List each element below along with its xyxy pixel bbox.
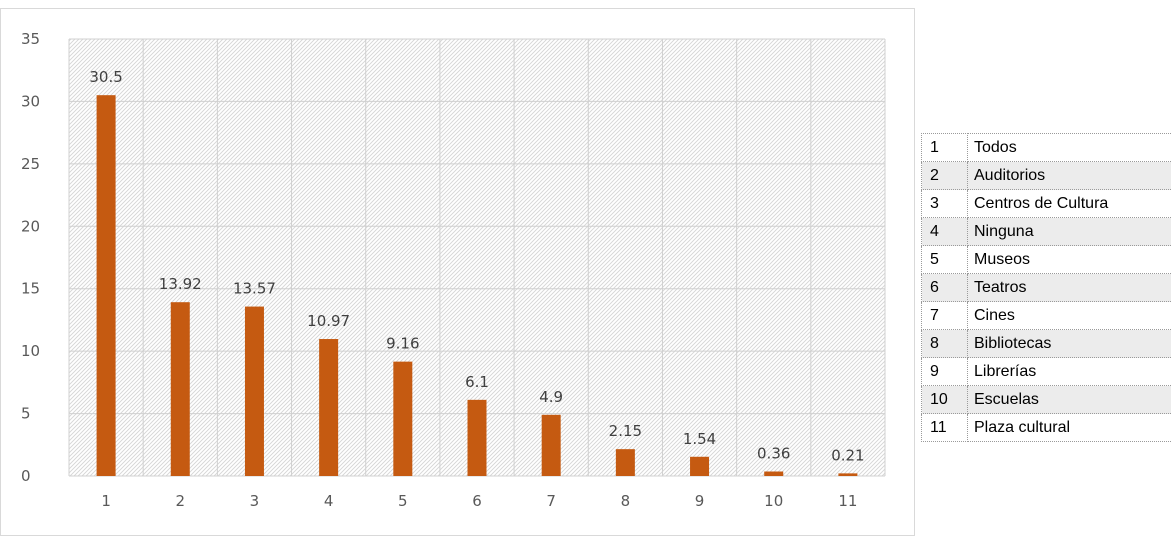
data-label: 4.9 [539,388,563,406]
legend-label: Librerías [968,358,1171,386]
legend-number: 1 [922,134,968,162]
y-tick-label: 30 [21,92,40,110]
legend-number: 10 [922,386,968,414]
bar [97,95,116,476]
legend-label: Bibliotecas [968,330,1171,358]
legend-number: 8 [922,330,968,358]
y-tick-label: 10 [21,342,40,360]
bar [616,449,635,476]
data-label: 9.16 [386,335,419,353]
bar [690,457,709,476]
data-label: 0.36 [757,445,790,463]
x-tick-label: 5 [398,492,408,510]
legend-number: 4 [922,218,968,246]
data-label: 6.1 [465,373,489,391]
legend-number: 6 [922,274,968,302]
x-tick-label: 11 [838,492,857,510]
y-tick-label: 20 [21,217,40,235]
legend-number: 11 [922,414,968,442]
y-tick-label: 35 [21,30,40,48]
data-label: 0.21 [831,446,864,464]
bar [171,302,190,476]
y-tick-label: 5 [21,405,31,423]
legend-label: Cines [968,302,1171,330]
legend-label: Escuelas [968,386,1171,414]
y-tick-label: 25 [21,155,40,173]
bar-chart: 0 5 10 15 20 25 30 35 30.5 1 13.92 2 13.57 3 10.97 4 9.1… [1,9,916,537]
bar [319,339,338,476]
legend-label: Plaza cultural [968,414,1171,442]
legend-number: 3 [922,190,968,218]
x-tick-label: 3 [250,492,260,510]
legend-label: Auditorios [968,162,1171,190]
x-tick-label: 7 [546,492,556,510]
data-label: 13.92 [159,275,202,293]
x-tick-label: 9 [695,492,705,510]
data-label: 1.54 [683,430,716,448]
y-tick-label: 0 [21,467,31,485]
legend-label: Museos [968,246,1171,274]
bar [393,362,412,476]
bar [468,400,487,476]
x-tick-label: 2 [175,492,185,510]
y-tick-label: 15 [21,280,40,298]
x-tick-label: 1 [101,492,111,510]
x-tick-label: 10 [764,492,783,510]
data-label: 30.5 [89,68,122,86]
legend-label: Ninguna [968,218,1171,246]
bar [542,415,561,476]
legend-number: 2 [922,162,968,190]
x-tick-label: 6 [472,492,482,510]
legend-number: 9 [922,358,968,386]
bar [245,307,264,476]
data-label: 13.57 [233,280,276,298]
bar [838,473,857,476]
legend-label: Centros de Cultura [968,190,1171,218]
x-tick-label: 8 [621,492,631,510]
bar [764,472,783,476]
legend-label: Todos [968,134,1171,162]
legend-number: 5 [922,246,968,274]
data-label: 10.97 [307,312,350,330]
legend-label: Teatros [968,274,1171,302]
data-label: 2.15 [609,422,642,440]
x-tick-label: 4 [324,492,334,510]
legend-number: 7 [922,302,968,330]
chart-panel: 0 5 10 15 20 25 30 35 30.5 1 13.92 2 13.57 3 10.97 4 9.1… [0,8,915,536]
